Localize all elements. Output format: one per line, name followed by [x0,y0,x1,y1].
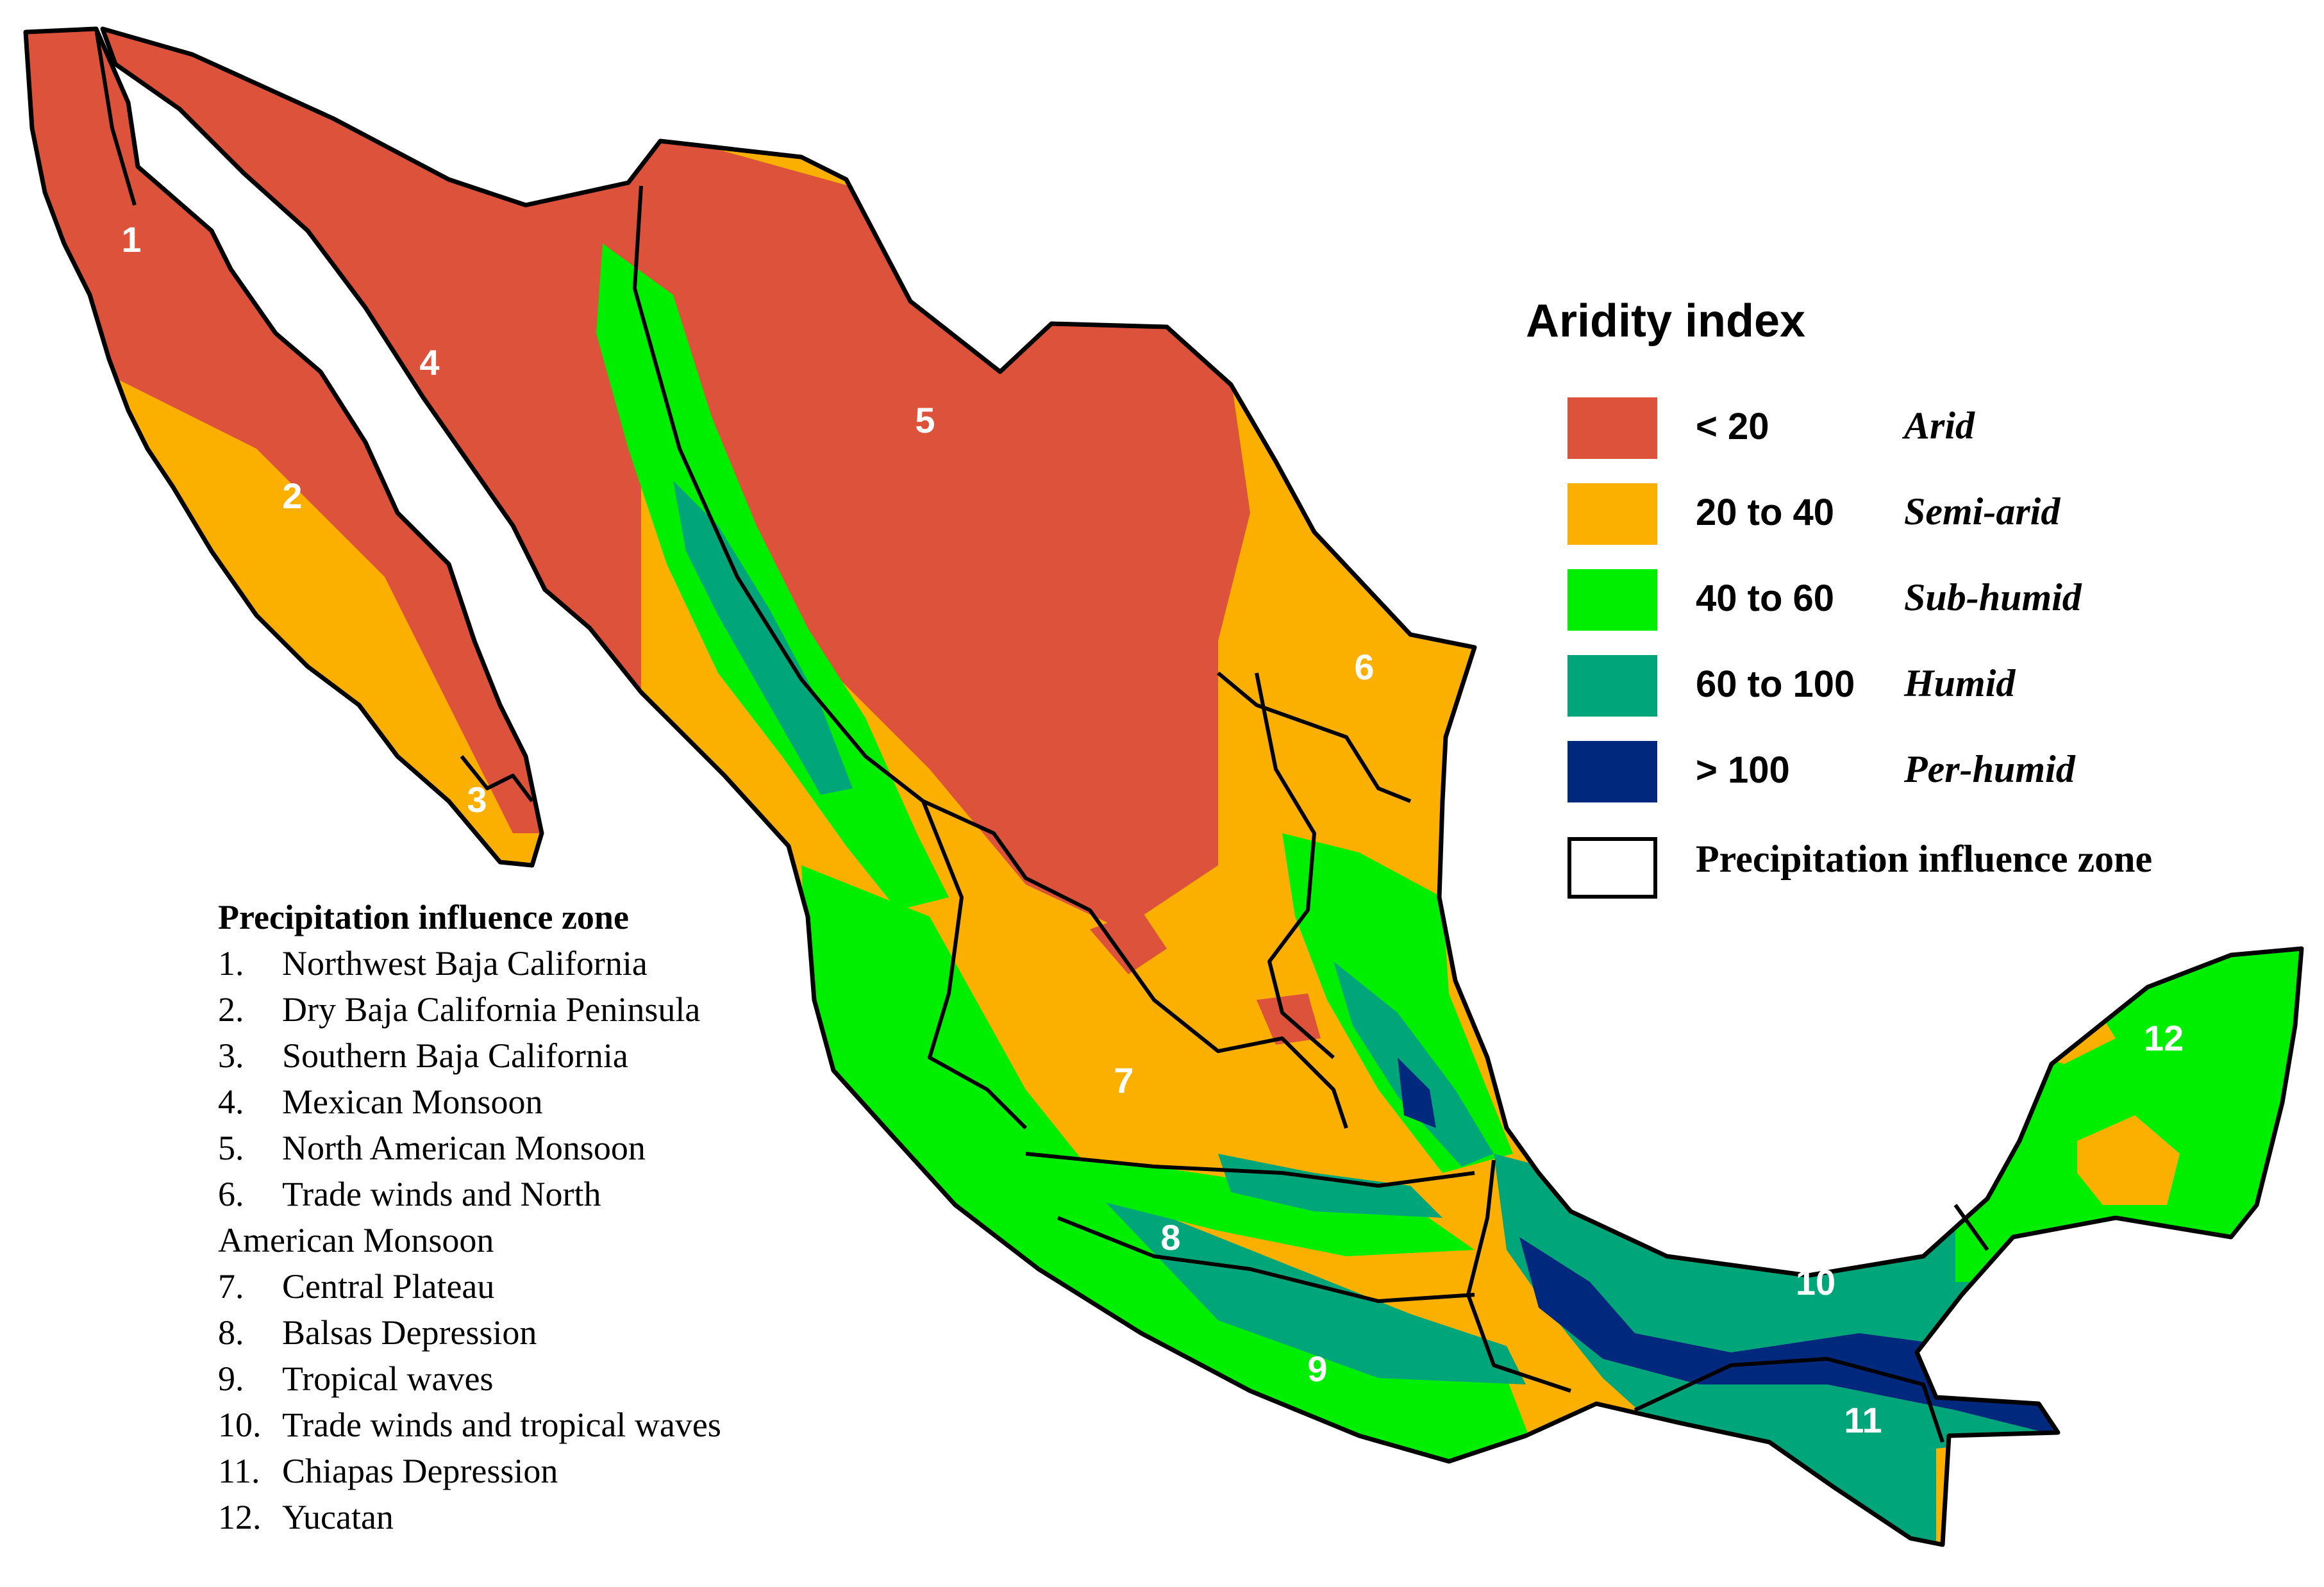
zone-item-name: Dry Baja California Peninsula [282,990,701,1029]
legend-row-per-humid: > 100 Per-humid [1567,741,2292,805]
zone-label-6: 6 [1354,647,1374,687]
zone-label-9: 9 [1307,1349,1327,1389]
zone-label-2: 2 [282,476,302,516]
legend-swatch-zone-outline [1567,837,1657,899]
zone-item-name: Balsas Depression [282,1313,537,1352]
zone-label-12: 12 [2144,1018,2184,1058]
legend-row-arid: < 20 Arid [1567,397,2292,461]
zone-item-number: 1. [218,944,244,983]
list-item: 6. Trade winds and North [218,1171,859,1217]
legend-swatch-per-humid [1567,741,1657,802]
zone-label-3: 3 [467,779,487,820]
legend-zone-outline-label: Precipitation influence zone [1696,838,2153,880]
list-item: 8. Balsas Depression [218,1309,859,1356]
country-outline [23,26,2304,1547]
list-item: 9. Tropical waves [218,1356,859,1402]
legend-class-name: Arid [1904,404,1975,447]
legend-class-name: Sub-humid [1904,576,2082,619]
zone-label-8: 8 [1160,1217,1180,1258]
zone-item-name: Tropical waves [282,1359,494,1398]
zone-label-4: 4 [419,342,439,383]
list-item: 10. Trade winds and tropical waves [218,1402,859,1448]
legend-range: 20 to 40 [1696,492,1834,533]
legend-title: Aridity index [1526,295,1806,347]
legend-class-name: Semi-arid [1904,490,2061,533]
legend-swatch-semi-arid [1567,483,1657,545]
zone-item-number: 11. [218,1452,260,1490]
zone-item-number: 7. [218,1267,244,1306]
legend-swatch-sub-humid [1567,569,1657,631]
legend-class-name: Per-humid [1904,748,2075,790]
legend-range: 40 to 60 [1696,577,1834,619]
zone-boundaries [94,28,1989,1443]
zone-item-name: Chiapas Depression [282,1452,558,1490]
zone-label-10: 10 [1796,1262,1835,1302]
zone-item-number: 8. [218,1313,244,1352]
legend-row-semi-arid: 20 to 40 Semi-arid [1567,483,2292,547]
zone-item-number: 4. [218,1083,244,1121]
zone-number-labels: 1 2 3 4 5 6 7 8 9 10 11 12 [121,219,2184,1440]
legend-swatch-arid [1567,397,1657,459]
legend-row-sub-humid: 40 to 60 Sub-humid [1567,569,2292,633]
zone-item-name: Trade winds and North [282,1175,601,1213]
list-item: 11. Chiapas Depression [218,1448,859,1494]
legend-row-humid: 60 to 100 Humid [1567,655,2292,719]
list-item: 2. Dry Baja California Peninsula [218,986,859,1033]
zone-item-name: Central Plateau [282,1267,495,1306]
list-item: 4. Mexican Monsoon [218,1079,859,1125]
legend-range: < 20 [1696,406,1769,447]
legend-row-zone-outline: Precipitation influence zone [1567,837,2292,940]
list-item: 12. Yucatan [218,1494,859,1540]
zone-item-number: 12. [218,1498,262,1536]
zone-item-name: Mexican Monsoon [282,1083,543,1121]
zone-item-name: North American Monsoon [282,1129,646,1167]
zone-item-number: 2. [218,990,244,1029]
zone-item-name: Trade winds and tropical waves [282,1406,721,1444]
zone-label-7: 7 [1114,1060,1133,1101]
list-item: 1. Northwest Baja California [218,940,859,986]
list-item-continuation: American Monsoon [218,1221,494,1259]
legend-class-name: Humid [1904,662,2016,704]
zone-label-1: 1 [121,219,141,260]
list-item: 3. Southern Baja California [218,1033,859,1079]
zone-item-name: Yucatan [282,1498,394,1536]
zone-item-number: 9. [218,1359,244,1398]
zone-list: Precipitation influence zone 1. Northwest… [218,894,859,1540]
zone-item-number: 10. [218,1406,262,1444]
list-item: 7. Central Plateau [218,1263,859,1309]
zone-item-name: Southern Baja California [282,1036,628,1075]
legend-range: 60 to 100 [1696,663,1855,705]
zone-item-name: Northwest Baja California [282,944,648,983]
zone-list-title: Precipitation influence zone [218,898,629,936]
legend: Aridity index < 20 Arid 20 to 40 Semi-ar… [1526,282,2295,968]
zone-item-number: 6. [218,1175,244,1213]
legend-range: > 100 [1696,749,1790,791]
list-item: 5. North American Monsoon [218,1125,859,1171]
zone-item-number: 3. [218,1036,244,1075]
zone-label-5: 5 [915,400,935,440]
zone-item-number: 5. [218,1129,244,1167]
zone-label-11: 11 [1844,1400,1882,1440]
legend-swatch-humid [1567,655,1657,717]
